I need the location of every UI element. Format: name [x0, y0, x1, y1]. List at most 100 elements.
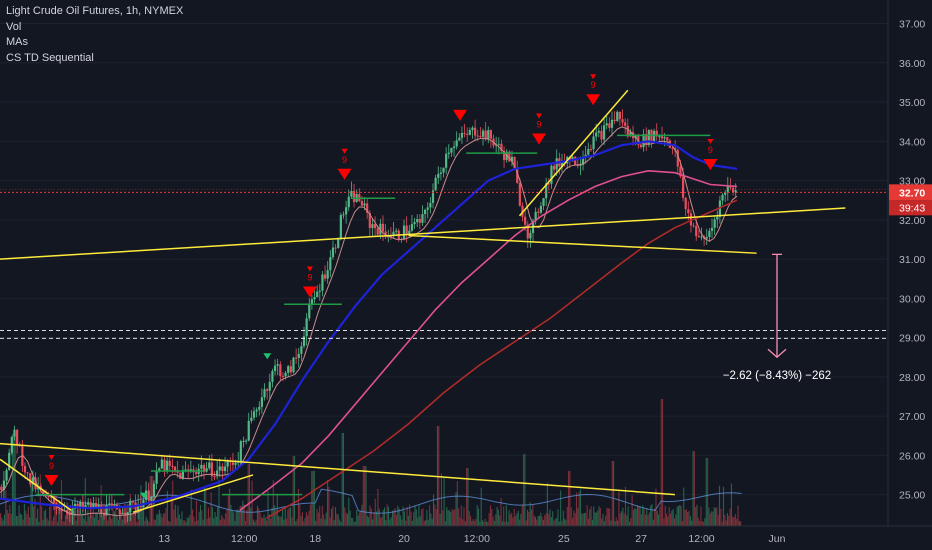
- volume-bar: [307, 515, 309, 526]
- legend-td-sequential[interactable]: CS TD Sequential: [6, 51, 94, 64]
- candle-body: [471, 127, 474, 131]
- volume-bar: [168, 520, 170, 526]
- volume-bar: [66, 512, 68, 526]
- candle-body: [2, 480, 6, 490]
- volume-bar: [267, 491, 269, 526]
- candle-body: [716, 216, 719, 220]
- volume-bar: [389, 519, 391, 526]
- volume-bar: [591, 519, 593, 526]
- candle-body: [371, 224, 374, 229]
- legend-mas[interactable]: MAs: [6, 36, 28, 48]
- volume-bar: [104, 506, 106, 526]
- volume-bar: [99, 509, 101, 526]
- candle-body: [416, 219, 419, 223]
- candle-body: [481, 130, 485, 137]
- trendline: [0, 207, 846, 260]
- candle-body: [660, 136, 664, 139]
- candle-body: [100, 504, 103, 514]
- volume-bar: [27, 506, 29, 526]
- volume-bar: [199, 504, 202, 526]
- volume-bar: [300, 516, 302, 526]
- time-tick-label: 18: [309, 533, 321, 545]
- candle-body: [71, 508, 74, 516]
- volume-bar: [78, 507, 80, 526]
- candle-body: [187, 469, 190, 472]
- price-tick-label: 29.00: [899, 333, 925, 345]
- candle-body: [581, 158, 585, 165]
- volume-bar: [552, 511, 554, 526]
- candle-body: [245, 440, 248, 442]
- volume-bar: [439, 513, 441, 526]
- volume-bar: [685, 509, 687, 526]
- volume-bar: [50, 501, 52, 526]
- candle-body: [255, 409, 258, 412]
- candle-body: [689, 213, 693, 226]
- volume-bar: [497, 509, 499, 526]
- candle-body: [313, 297, 316, 300]
- volume-bar: [492, 516, 494, 526]
- volume-bar: [301, 512, 303, 526]
- volume-bar: [251, 480, 253, 526]
- candle-body: [295, 357, 298, 359]
- volume-bar: [736, 518, 738, 526]
- price-badge-label: 32.70: [899, 187, 925, 199]
- volume-bar: [230, 504, 232, 526]
- volume-bar: [517, 510, 519, 526]
- candle-body: [102, 513, 106, 516]
- volume-bar: [262, 517, 264, 526]
- volume-bar: [448, 510, 450, 526]
- volume-bar: [730, 483, 732, 526]
- candle-body: [423, 209, 427, 215]
- volume-bar: [87, 510, 89, 526]
- time-tick-label: 25: [558, 533, 570, 545]
- volume-bar: [381, 516, 383, 526]
- volume-bar: [82, 510, 84, 526]
- candle-body: [724, 192, 727, 195]
- volume-bar: [564, 518, 566, 526]
- volume-bar: [35, 518, 37, 526]
- legend-vol[interactable]: Vol: [6, 20, 22, 33]
- volume-bar: [611, 461, 613, 526]
- td-sell-triangle: [586, 94, 601, 106]
- price-tick-label: 36.00: [899, 58, 925, 70]
- volume-bar: [422, 508, 424, 526]
- volume-bar: [76, 510, 78, 526]
- volume-bar: [79, 506, 81, 526]
- volume-bar: [238, 510, 240, 526]
- volume-bar: [386, 504, 388, 526]
- candle-body: [247, 420, 250, 441]
- volume-bar: [67, 505, 69, 526]
- volume-bar: [311, 471, 313, 526]
- volume-bar: [289, 507, 292, 526]
- trendline: [132, 474, 254, 513]
- volume-bar: [511, 512, 513, 526]
- volume-bar: [554, 519, 556, 526]
- volume-bar: [324, 519, 326, 526]
- volume-bar: [116, 515, 118, 526]
- volume-bar: [452, 510, 454, 526]
- volume-bar: [378, 508, 380, 526]
- candle-body: [576, 164, 579, 166]
- volume-bar: [48, 507, 51, 526]
- candle-body: [300, 346, 303, 354]
- candle-body: [260, 397, 263, 407]
- candle-body: [137, 503, 140, 511]
- volume-bar: [557, 509, 559, 526]
- volume-bar: [695, 507, 697, 526]
- volume-bar: [536, 519, 538, 526]
- chart-legend: Light Crude Oil Futures, 1h, NYMEX Vol M…: [6, 4, 183, 66]
- volume-bar: [264, 518, 266, 526]
- volume-bar: [368, 517, 370, 526]
- volume-bar: [569, 471, 571, 526]
- volume-bar: [239, 505, 241, 526]
- volume-bar: [9, 505, 11, 526]
- volume-bar: [696, 504, 698, 526]
- candle-body: [555, 158, 558, 170]
- volume-bar: [288, 507, 290, 526]
- volume-bar: [285, 518, 288, 526]
- volume-bar: [648, 512, 650, 526]
- volume-bar: [650, 505, 652, 526]
- candle-body: [194, 472, 198, 474]
- candle-body: [610, 119, 614, 128]
